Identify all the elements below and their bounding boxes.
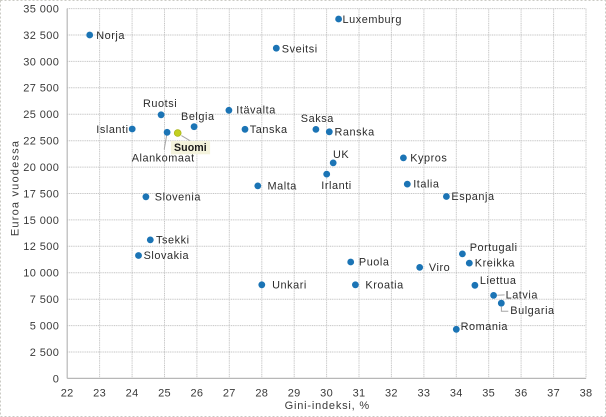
svg-text:Norja: Norja bbox=[96, 30, 125, 42]
svg-text:Liettua: Liettua bbox=[480, 275, 517, 287]
svg-text:25 000: 25 000 bbox=[23, 109, 59, 121]
svg-text:32: 32 bbox=[385, 388, 398, 400]
svg-text:24: 24 bbox=[126, 388, 139, 400]
svg-text:30 000: 30 000 bbox=[23, 56, 59, 68]
svg-text:Italia: Italia bbox=[413, 179, 440, 191]
svg-text:26: 26 bbox=[190, 388, 203, 400]
svg-text:Suomi: Suomi bbox=[174, 142, 207, 154]
svg-text:Ranska: Ranska bbox=[335, 126, 376, 138]
svg-text:Slovenia: Slovenia bbox=[155, 191, 202, 203]
svg-text:UK: UK bbox=[333, 149, 349, 161]
svg-text:Slovakia: Slovakia bbox=[144, 250, 190, 262]
svg-text:28: 28 bbox=[255, 388, 268, 400]
svg-text:34: 34 bbox=[450, 388, 463, 400]
svg-text:Bulgaria: Bulgaria bbox=[510, 305, 555, 317]
svg-text:5 000: 5 000 bbox=[30, 321, 60, 333]
svg-text:15 000: 15 000 bbox=[23, 215, 59, 227]
svg-text:Itävalta: Itävalta bbox=[236, 105, 276, 117]
svg-text:Irlanti: Irlanti bbox=[321, 180, 351, 192]
svg-text:Sveitsi: Sveitsi bbox=[282, 43, 318, 55]
svg-text:Tsekki: Tsekki bbox=[156, 234, 190, 246]
svg-text:29: 29 bbox=[288, 388, 301, 400]
svg-text:Romania: Romania bbox=[461, 321, 509, 333]
svg-text:32 500: 32 500 bbox=[23, 30, 59, 42]
svg-text:Luxemburg: Luxemburg bbox=[343, 14, 402, 26]
svg-text:Belgia: Belgia bbox=[181, 111, 215, 123]
svg-text:30: 30 bbox=[320, 388, 333, 400]
svg-text:25: 25 bbox=[158, 388, 171, 400]
svg-text:Latvia: Latvia bbox=[506, 290, 539, 302]
svg-text:2 500: 2 500 bbox=[30, 347, 60, 359]
svg-text:Ruotsi: Ruotsi bbox=[143, 98, 177, 110]
svg-text:Espanja: Espanja bbox=[451, 191, 495, 203]
svg-text:22: 22 bbox=[61, 388, 74, 400]
svg-text:Tanska: Tanska bbox=[250, 124, 288, 136]
svg-text:20 000: 20 000 bbox=[23, 162, 59, 174]
svg-text:Kroatia: Kroatia bbox=[365, 279, 404, 291]
svg-text:23: 23 bbox=[93, 388, 106, 400]
svg-text:Unkari: Unkari bbox=[272, 279, 307, 291]
svg-text:35 000: 35 000 bbox=[23, 4, 59, 16]
svg-text:17 500: 17 500 bbox=[23, 188, 59, 200]
svg-text:Puola: Puola bbox=[359, 257, 390, 269]
svg-text:12 500: 12 500 bbox=[23, 241, 59, 253]
svg-text:27 500: 27 500 bbox=[23, 83, 59, 95]
svg-text:Saksa: Saksa bbox=[301, 113, 334, 125]
svg-text:Kreikka: Kreikka bbox=[475, 257, 516, 269]
svg-text:27: 27 bbox=[223, 388, 236, 400]
svg-text:37: 37 bbox=[547, 388, 560, 400]
svg-text:Euroa vuodessa: Euroa vuodessa bbox=[9, 140, 21, 236]
svg-text:Kypros: Kypros bbox=[410, 152, 447, 164]
svg-text:22 500: 22 500 bbox=[23, 136, 59, 148]
svg-text:Alankomaat: Alankomaat bbox=[132, 153, 195, 165]
svg-text:35: 35 bbox=[482, 388, 495, 400]
svg-text:31: 31 bbox=[353, 388, 366, 400]
svg-text:36: 36 bbox=[515, 388, 528, 400]
svg-text:Gini-indeksi, %: Gini-indeksi, % bbox=[285, 400, 370, 412]
svg-text:33: 33 bbox=[417, 388, 430, 400]
svg-text:Viro: Viro bbox=[429, 262, 450, 274]
svg-text:7 500: 7 500 bbox=[30, 294, 60, 306]
svg-text:Portugali: Portugali bbox=[470, 242, 518, 254]
svg-text:38: 38 bbox=[580, 388, 593, 400]
svg-text:0: 0 bbox=[53, 373, 60, 385]
svg-text:10 000: 10 000 bbox=[23, 268, 59, 280]
svg-text:Islanti: Islanti bbox=[96, 124, 128, 136]
svg-text:Malta: Malta bbox=[268, 180, 298, 192]
